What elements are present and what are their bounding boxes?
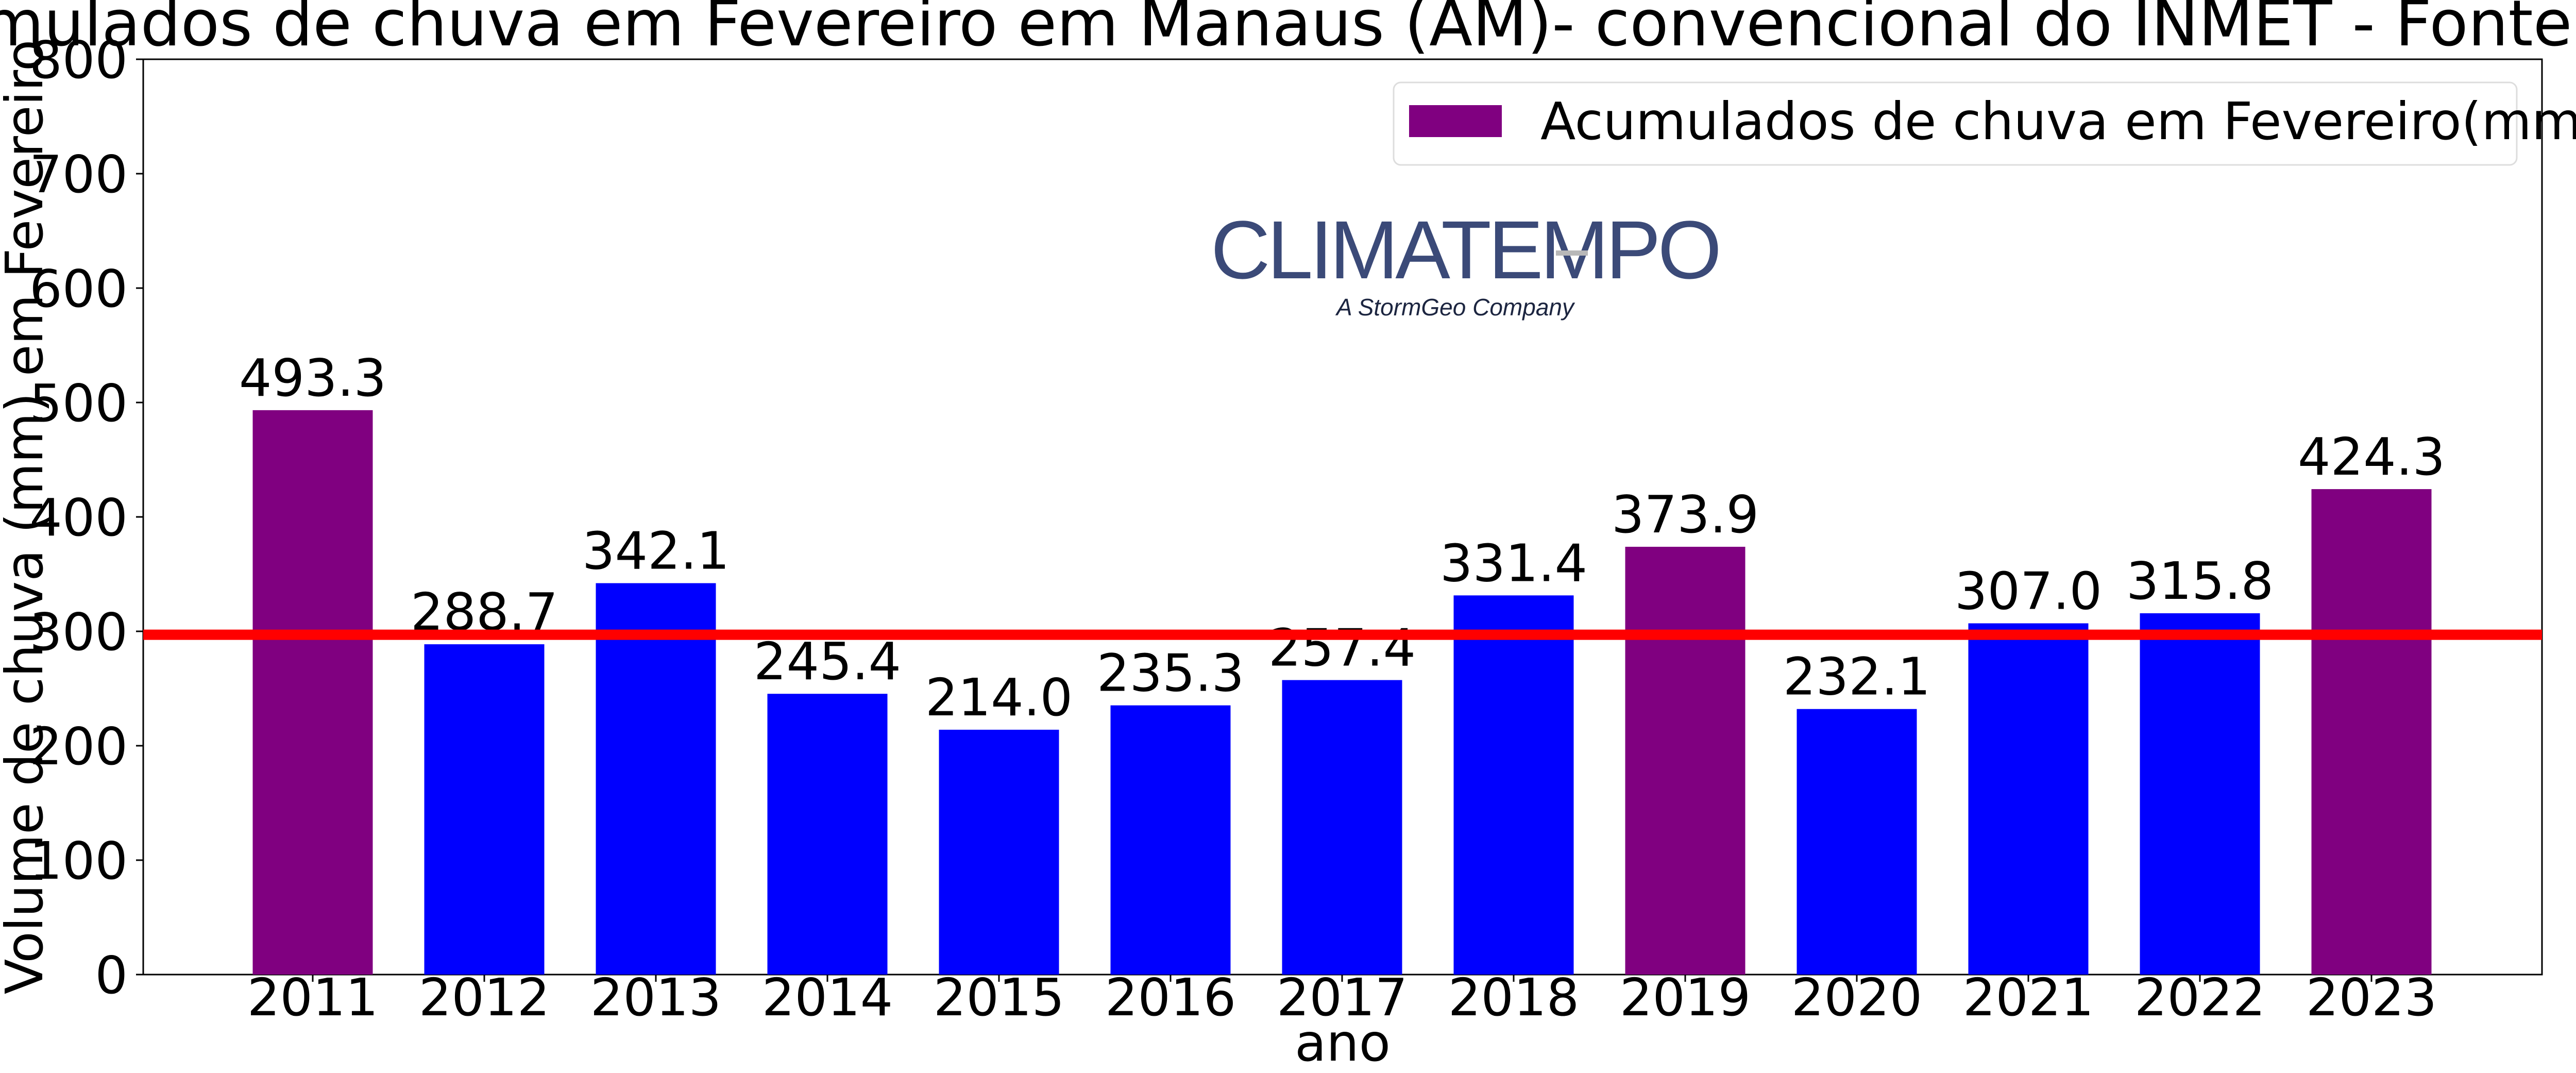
bar-2011 (252, 410, 373, 975)
x-tick-label: 2021 (1963, 967, 2094, 1028)
chart-title: Acumulados de chuva em Fevereiro em Mana… (0, 0, 2576, 61)
x-tick-label: 2013 (590, 967, 722, 1028)
bar-value-label: 331.4 (1440, 533, 1587, 593)
legend-swatch (1409, 105, 1502, 137)
y-axis-label: Volume de chuva (mm) em Fevereiro (0, 40, 55, 994)
legend-label: Acumulados de chuva em Fevereiro(mm) (1540, 91, 2576, 152)
y-tick-label: 400 (29, 488, 128, 548)
bar-2018 (1453, 595, 1574, 975)
bar-value-label: 342.1 (582, 521, 730, 581)
bar-value-label: 424.3 (2298, 427, 2445, 487)
x-tick-label: 2015 (934, 967, 1065, 1028)
bar-2012 (424, 644, 545, 975)
x-axis: 2011 2012 2013 2014 2015 2016 2017 2018 2019 2020… (247, 967, 2437, 1028)
bar-value-label: 373.9 (1612, 484, 1759, 545)
x-tick-label: 2016 (1105, 967, 1236, 1028)
bar-2023 (2311, 489, 2432, 975)
legend: Acumulados de chuva em Fevereiro(mm) (1393, 81, 2576, 166)
bar-2015 (939, 729, 1059, 975)
x-tick-label: 2017 (1277, 967, 1408, 1028)
x-axis-label: ano (1295, 1013, 1391, 1073)
bar-value-label: 257.4 (1268, 618, 1416, 678)
bar-2014 (767, 694, 888, 975)
y-tick-label: 800 (29, 30, 128, 90)
x-tick-label: 2019 (1620, 967, 1751, 1028)
bar-value-label: 493.3 (239, 348, 386, 408)
y-tick-label: 300 (29, 602, 128, 662)
bar-value-label: 235.3 (1097, 643, 1244, 703)
bar-2022 (2140, 613, 2260, 975)
y-tick-label: 0 (95, 945, 128, 1005)
x-tick-label: 2023 (2306, 967, 2437, 1028)
bar-value-label: 315.8 (2126, 551, 2274, 611)
y-tick-label: 100 (29, 831, 128, 891)
x-tick-label: 2022 (2134, 967, 2266, 1028)
y-tick-label: 200 (29, 716, 128, 777)
watermark-swoosh (1556, 250, 1588, 256)
bar-value-label: 307.0 (1955, 561, 2102, 621)
bar-value-label: 245.4 (754, 631, 901, 692)
bar-2021 (1968, 623, 2089, 975)
bar-value-label: 214.0 (925, 667, 1073, 728)
y-tick-label: 700 (29, 144, 128, 205)
bar-2019 (1625, 546, 1745, 975)
bar-2016 (1110, 705, 1231, 975)
bars-group (252, 410, 2432, 975)
bar-2020 (1797, 709, 1917, 975)
x-tick-label: 2020 (1791, 967, 1923, 1028)
y-tick-label: 600 (29, 259, 128, 319)
x-tick-label: 2011 (247, 967, 379, 1028)
y-axis: 0 100 200 300 400 500 600 700 800 (29, 30, 143, 1005)
x-tick-label: 2014 (762, 967, 893, 1028)
legend-box (1393, 81, 2518, 166)
bar-2013 (596, 583, 716, 975)
bar-value-label: 232.1 (1783, 647, 1930, 707)
watermark-tagline: A StormGeo Company (1335, 294, 1575, 321)
x-tick-label: 2018 (1448, 967, 1580, 1028)
watermark-logo: CLIMATEMPO A StormGeo Company (1211, 204, 1722, 321)
watermark-brand: CLIMATEMPO (1211, 204, 1719, 296)
bar-2017 (1282, 680, 1402, 975)
x-tick-label: 2012 (419, 967, 550, 1028)
y-tick-label: 500 (29, 373, 128, 433)
